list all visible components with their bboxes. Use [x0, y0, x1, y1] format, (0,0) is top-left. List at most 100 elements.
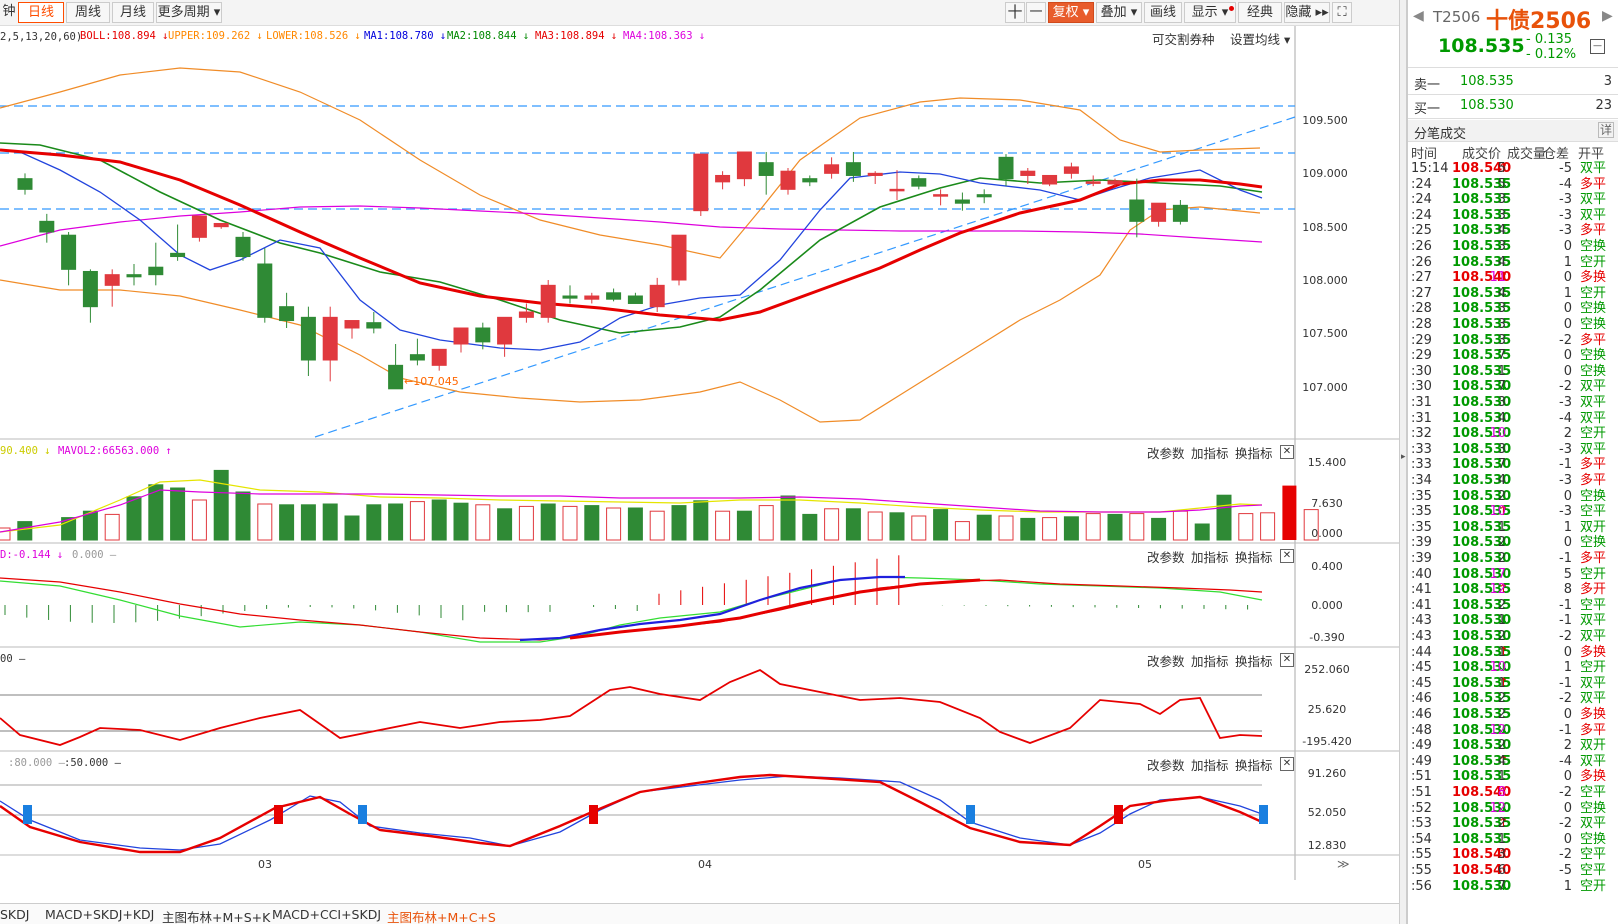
tick-oi-diff: 0 [1563, 831, 1572, 847]
macd-edit-params-button[interactable]: 改参数 [1147, 550, 1185, 565]
tick-open-close: 双平 [1580, 613, 1607, 629]
tab-weekly[interactable]: 周线 [66, 2, 110, 23]
volume-bar [976, 514, 992, 541]
tick-open-close: 空换 [1580, 488, 1607, 504]
cci-swap-indicator-button[interactable]: 换指标 [1235, 654, 1273, 669]
tick-open-close: 双平 [1580, 161, 1607, 176]
tick-open-close: 多平 [1580, 176, 1607, 192]
tick-volume: 3 [1497, 441, 1506, 457]
tick-price: 108.535 [1452, 254, 1512, 270]
tab-macd-skdj-kdj[interactable]: MACD+SKDJ+KDJ [45, 907, 155, 922]
vol-close-icon[interactable]: ✕ [1280, 445, 1294, 459]
tick-volume: 4 [1497, 753, 1506, 769]
cci-close-icon[interactable]: ✕ [1280, 653, 1294, 667]
tab-more-periods[interactable]: 更多周期 ▾ [156, 2, 222, 23]
tab-boll-m-s-k[interactable]: 主图布林+M+S+K [162, 910, 271, 924]
hide-button[interactable]: 隐藏 ▸▸ [1284, 2, 1330, 23]
tick-row: :28 108.535 3 0 空换 [1408, 301, 1618, 317]
tick-volume: 2 [1497, 597, 1506, 613]
detail-button[interactable]: 详 [1598, 122, 1614, 138]
next-contract-icon[interactable]: ▶ [1602, 8, 1613, 24]
cci-add-indicator-button[interactable]: 加指标 [1191, 654, 1229, 669]
kdj-signal-marker [1259, 805, 1268, 824]
cci-tick: 252.060 [1304, 663, 1350, 676]
tick-oi-diff: 0 [1563, 301, 1572, 317]
vol-edit-params-button[interactable]: 改参数 [1147, 446, 1185, 461]
tab-minute-partial[interactable]: 钟 [2, 4, 16, 19]
y-tick: 108.500 [1302, 221, 1348, 234]
candle-body [1107, 180, 1123, 185]
collapse-icon[interactable]: — [1590, 39, 1605, 54]
adjust-rights-dropdown[interactable]: 复权 ▾ [1048, 2, 1094, 23]
candle-body [104, 274, 120, 286]
ticks-list[interactable]: 15:14 108.540 ↑ 5 -5 双平:24 108.535 ↓ 5 -4 多平:24 108… [1408, 161, 1618, 924]
display-dropdown[interactable]: 显示 ▾ [1184, 2, 1236, 23]
tick-time: :53 [1411, 816, 1432, 832]
tab-skdj[interactable]: SKDJ [0, 907, 30, 922]
tick-price: 108.530 [1452, 457, 1512, 473]
tab-daily[interactable]: 日线 [18, 2, 64, 23]
tab-boll-m-c-s[interactable]: 主图布林+M+C+S [387, 910, 496, 924]
tick-open-close: 空平 [1580, 847, 1607, 863]
candle-body [845, 162, 861, 176]
macd-blue-segment [519, 575, 905, 642]
vol-swap-indicator-button[interactable]: 换指标 [1235, 446, 1273, 461]
tick-arrow: ↓ [1498, 722, 1509, 738]
vol-add-indicator-button[interactable]: 加指标 [1191, 446, 1229, 461]
tick-oi-diff: -2 [1559, 691, 1572, 707]
draw-line-button[interactable]: 画线 [1144, 2, 1182, 23]
zoom-out-button[interactable]: 一 [1026, 2, 1046, 23]
cci-edit-params-button[interactable]: 改参数 [1147, 654, 1185, 669]
macd-swap-indicator-button[interactable]: 换指标 [1235, 550, 1273, 565]
vol-tick: 0.000 [1311, 527, 1343, 540]
volume-bar [758, 505, 774, 541]
candle-body [1085, 181, 1101, 184]
tick-volume: 4 [1497, 410, 1506, 426]
ticks-columns: 时间 成交价 成交量 仓差 开平 [1408, 143, 1618, 162]
volume-bar [1172, 510, 1188, 541]
classic-button[interactable]: 经典 [1238, 2, 1282, 23]
tick-open-close: 多换 [1580, 769, 1607, 785]
tab-macd-cci-skdj[interactable]: MACD+CCI+SKDJ [272, 907, 382, 922]
tick-price: 108.535 [1452, 691, 1512, 707]
kdj-signal-marker [358, 805, 367, 824]
kline-chart[interactable] [0, 26, 1399, 906]
deliverable-bonds-link[interactable]: 可交割券种 [1152, 32, 1215, 47]
tick-oi-diff: -3 [1559, 395, 1572, 410]
volume-bar [889, 512, 905, 541]
tick-open-close: 空平 [1580, 863, 1607, 878]
kdj-tick: 91.260 [1307, 767, 1347, 780]
kdj-edit-params-button[interactable]: 改参数 [1147, 758, 1185, 773]
volume-bar [17, 521, 33, 541]
scroll-right-icon[interactable]: ≫ [1337, 857, 1350, 871]
legend-item: MA1:108.780 ↓ [364, 30, 447, 42]
kdj-legend-80: :80.000 — [8, 757, 65, 769]
tick-oi-diff: -4 [1559, 176, 1572, 192]
tab-monthly[interactable]: 月线 [112, 2, 154, 23]
panel-splitter[interactable]: ▸ [1399, 0, 1407, 924]
volume-bar [518, 505, 534, 541]
candle-body [867, 172, 883, 176]
legend-item: UPPER:109.262 ↓ [168, 30, 263, 42]
ask-label: 卖一 [1414, 78, 1441, 93]
macd-close-icon[interactable]: ✕ [1280, 549, 1294, 563]
kdj-swap-indicator-button[interactable]: 换指标 [1235, 758, 1273, 773]
tick-time: :33 [1411, 457, 1432, 473]
kdj-add-indicator-button[interactable]: 加指标 [1191, 758, 1229, 773]
tick-open-close: 多平 [1580, 722, 1607, 738]
tick-oi-diff: -4 [1559, 410, 1572, 426]
candle-body [1042, 174, 1058, 185]
kdj-close-icon[interactable]: ✕ [1280, 757, 1294, 771]
tick-open-close: 空开 [1580, 426, 1607, 442]
overlay-dropdown[interactable]: 叠加 ▾ [1096, 2, 1142, 23]
set-ma-dropdown[interactable]: 设置均线 ▾ [1230, 32, 1291, 47]
tick-row: :51 108.540 ↑ 8 -2 空平 [1408, 785, 1618, 801]
prev-contract-icon[interactable]: ◀ [1413, 8, 1424, 24]
volume-bar [475, 504, 491, 541]
fullscreen-icon[interactable]: ⛶ [1332, 2, 1352, 23]
crosshair-button[interactable]: 十 [1005, 2, 1025, 23]
macd-red-segment [569, 578, 981, 640]
tick-row: :39 108.530 ↓ 2 0 空换 [1408, 535, 1618, 551]
macd-add-indicator-button[interactable]: 加指标 [1191, 550, 1229, 565]
